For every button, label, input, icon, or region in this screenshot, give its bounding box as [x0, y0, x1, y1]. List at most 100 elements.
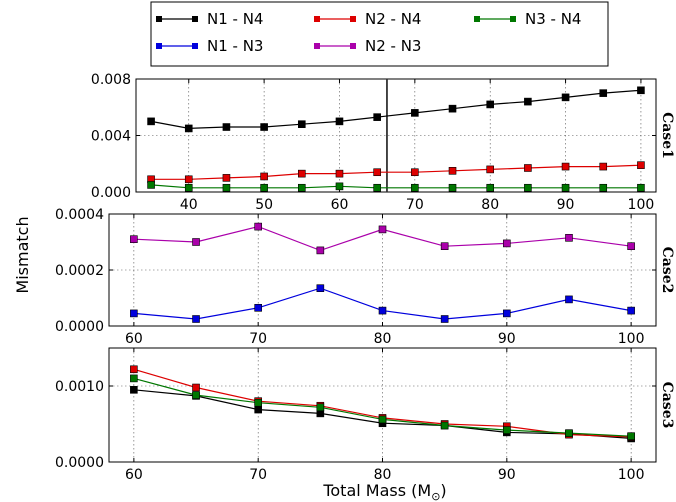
x-tick-label: 60	[125, 467, 143, 483]
data-point	[411, 109, 419, 117]
data-point	[222, 183, 231, 192]
data-point	[440, 242, 449, 250]
legend-marker	[350, 16, 356, 22]
legend-label: N2 - N3	[365, 37, 421, 55]
legend-marker	[350, 43, 356, 49]
legend-marker	[474, 16, 480, 22]
data-point	[192, 315, 200, 323]
data-point	[448, 104, 457, 113]
legend-entry: N3 - N4	[474, 10, 581, 28]
data-point	[565, 295, 573, 304]
x-tick-label: 70	[406, 197, 424, 213]
y-axis-label: Mismatch	[13, 216, 32, 293]
data-point	[316, 284, 325, 293]
legend-marker	[314, 16, 320, 22]
y-tick-label: 0.0000	[55, 319, 104, 335]
data-point	[411, 183, 419, 192]
data-point	[627, 432, 635, 440]
x-tick-label: 60	[125, 331, 143, 347]
legend-marker	[314, 43, 320, 49]
data-point	[260, 183, 268, 192]
legend-marker	[156, 43, 162, 49]
y-tick-label: 0.0002	[55, 263, 104, 279]
legend-entry: N2 - N4	[314, 10, 421, 28]
x-axis-label-sub: ⊙	[431, 490, 440, 502]
data-point	[561, 93, 570, 102]
y-tick-label: 0.0000	[55, 455, 104, 471]
x-tick-label: 80	[374, 331, 392, 347]
y-tick-label: 0.000	[91, 185, 131, 201]
series-n2-n3	[130, 222, 635, 255]
data-point	[335, 169, 344, 178]
data-point	[599, 162, 608, 171]
data-point	[561, 162, 570, 171]
data-point	[561, 183, 570, 192]
data-point	[599, 89, 608, 97]
data-point	[260, 172, 268, 181]
x-axis-label: Total Mass (M⊙)	[322, 481, 446, 502]
data-point	[260, 123, 268, 131]
data-point	[378, 306, 387, 315]
x-axis-label-close: )	[440, 481, 446, 500]
data-point	[373, 168, 381, 177]
data-point	[440, 421, 449, 430]
data-point	[130, 365, 138, 374]
data-point	[565, 429, 573, 437]
data-point	[222, 123, 231, 131]
data-point	[637, 161, 645, 169]
data-point	[192, 391, 200, 399]
panel-1: 40 50 60 70 80 90 100 0.000 0.004 0.008 Case1	[91, 72, 675, 213]
data-point	[297, 169, 306, 178]
data-point	[503, 309, 511, 318]
x-tick-label: 60	[331, 197, 349, 213]
data-point	[184, 124, 193, 133]
data-point	[627, 306, 635, 315]
data-point	[254, 405, 262, 414]
series-line	[133, 377, 632, 437]
data-point	[411, 168, 419, 177]
legend-marker	[192, 16, 198, 22]
data-point	[503, 239, 511, 248]
data-point	[130, 385, 138, 394]
data-point	[599, 183, 608, 192]
data-point	[192, 238, 200, 246]
data-point	[524, 164, 532, 172]
x-tick-label: 70	[249, 467, 267, 483]
data-point	[192, 383, 200, 392]
series-n1-n3	[130, 284, 635, 323]
legend-marker	[510, 16, 516, 22]
data-point	[486, 165, 495, 174]
data-point	[335, 117, 344, 126]
data-point	[254, 222, 262, 231]
series-line	[151, 164, 641, 180]
data-point	[184, 183, 193, 192]
legend-marker	[156, 16, 162, 22]
data-point	[448, 183, 457, 192]
x-tick-label: 90	[498, 467, 516, 483]
y-tick-label: 0.0010	[55, 379, 104, 395]
data-point	[378, 225, 387, 234]
data-point	[486, 100, 495, 109]
data-point	[486, 183, 495, 192]
legend-entry: N2 - N3	[314, 37, 421, 55]
data-point	[448, 167, 457, 175]
series-n2-n4	[147, 161, 645, 184]
legend-entry: N1 - N4	[156, 10, 263, 28]
data-point	[254, 303, 262, 312]
panel-3: 60 70 80 90 100 0.0000 0.0010 Case3	[55, 347, 675, 483]
y-tick-label: 0.0004	[55, 207, 104, 223]
data-point	[316, 246, 325, 255]
data-point	[147, 181, 155, 189]
data-point	[503, 426, 511, 434]
legend-label: N3 - N4	[525, 10, 581, 28]
panels: 40 50 60 70 80 90 100 0.000 0.004 0.008 Case1 60 70 8…	[55, 72, 675, 483]
data-point	[565, 234, 573, 242]
legend-entry: N1 - N3	[156, 37, 263, 55]
legend-label: N1 - N3	[207, 37, 263, 55]
data-point	[335, 182, 344, 191]
data-point	[130, 235, 138, 243]
data-point	[147, 117, 155, 126]
x-tick-label: 80	[374, 467, 392, 483]
data-point	[222, 174, 231, 182]
